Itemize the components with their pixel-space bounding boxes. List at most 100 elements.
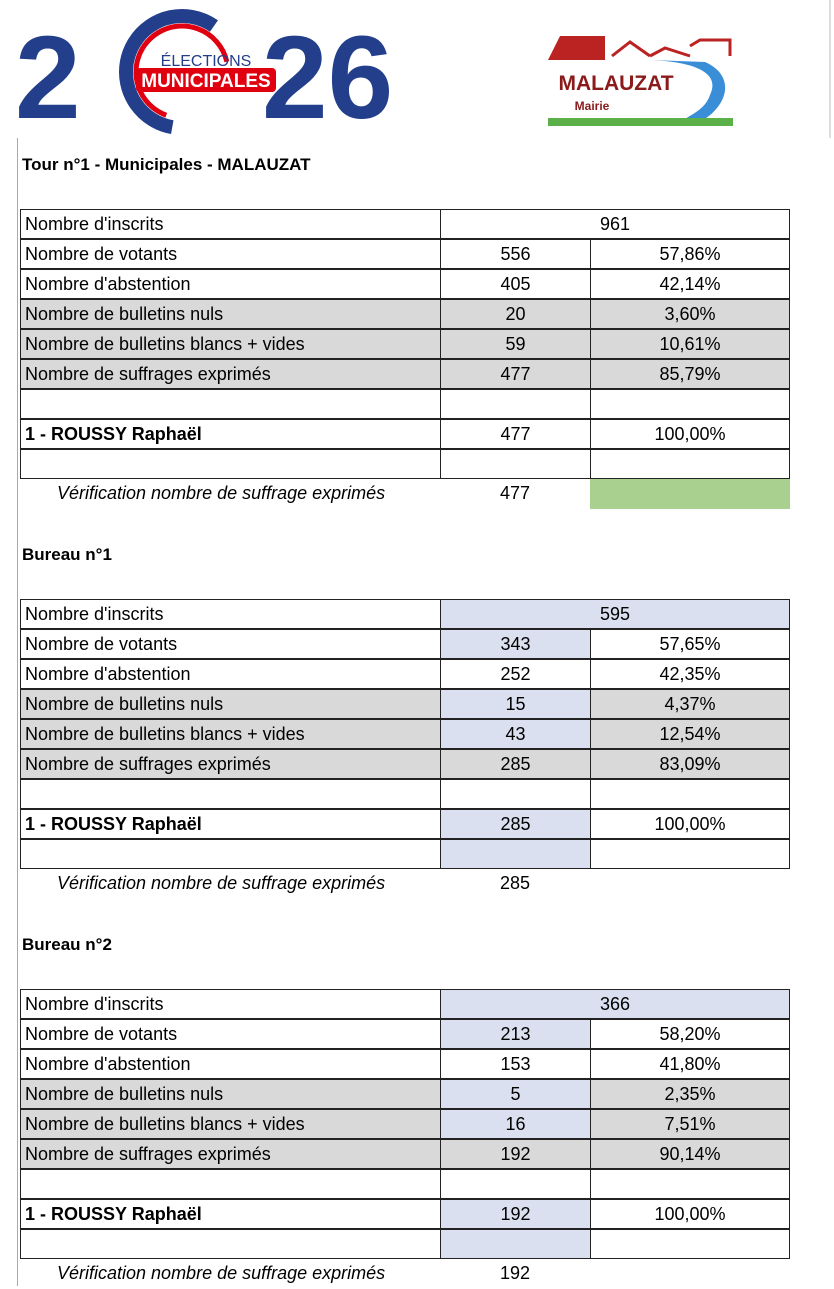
empty-cell	[440, 1229, 591, 1259]
verification-label: Vérification nombre de suffrage exprimés	[57, 483, 386, 503]
row-label: Nombre de bulletins blancs + vides	[20, 719, 441, 749]
empty-cell	[440, 1169, 591, 1199]
row-label: Nombre d'abstention	[20, 659, 441, 689]
empty-cell	[440, 449, 591, 479]
row-value: 595	[440, 599, 790, 629]
mairie-name: MALAUZAT	[558, 72, 673, 95]
row-value: 477	[440, 359, 591, 389]
candidate-votes: 192	[440, 1199, 591, 1229]
candidate-percent: 100,00%	[590, 809, 790, 839]
candidate-percent: 100,00%	[590, 419, 790, 449]
empty-cell	[20, 389, 441, 419]
empty-cell	[440, 779, 591, 809]
empty-cell	[20, 1229, 441, 1259]
row-label: Nombre de suffrages exprimés	[20, 749, 441, 779]
row-value: 153	[440, 1049, 591, 1079]
row-label: Nombre de suffrages exprimés	[20, 1139, 441, 1169]
logo-digits: 26	[262, 12, 393, 138]
row-value: 213	[440, 1019, 591, 1049]
empty-cell	[20, 839, 441, 869]
sheet-edge	[17, 138, 18, 1286]
row-percent: 7,51%	[590, 1109, 790, 1139]
row-value: 20	[440, 299, 591, 329]
header: 2 ÉLECTIONS MUNICIPALES 26 MALAUZAT Mair…	[15, 0, 831, 138]
row-percent: 10,61%	[590, 329, 790, 359]
empty-cell	[590, 779, 790, 809]
mairie-logo: MALAUZAT Mairie	[548, 36, 733, 126]
candidate-name: 1 - ROUSSY Raphaël	[20, 809, 441, 839]
row-label: Nombre de suffrages exprimés	[20, 359, 441, 389]
row-value: 343	[440, 629, 591, 659]
row-label: Nombre d'inscrits	[20, 599, 441, 629]
empty-cell	[440, 839, 591, 869]
row-label: Nombre de bulletins nuls	[20, 689, 441, 719]
row-label: Nombre de bulletins blancs + vides	[20, 1109, 441, 1139]
row-percent: 57,86%	[590, 239, 790, 269]
row-percent: 3,60%	[590, 299, 790, 329]
section-title: Tour n°1 - Municipales - MALAUZAT	[22, 155, 311, 174]
empty-cell	[440, 389, 591, 419]
row-label: Nombre de votants	[20, 239, 441, 269]
row-percent: 12,54%	[590, 719, 790, 749]
candidate-name: 1 - ROUSSY Raphaël	[20, 1199, 441, 1229]
row-percent: 42,35%	[590, 659, 790, 689]
row-percent: 57,65%	[590, 629, 790, 659]
row-value: 16	[440, 1109, 591, 1139]
row-percent: 58,20%	[590, 1019, 790, 1049]
candidate-percent: 100,00%	[590, 1199, 790, 1229]
row-value: 556	[440, 239, 591, 269]
row-value: 59	[440, 329, 591, 359]
row-label: Nombre de bulletins nuls	[20, 1079, 441, 1109]
row-value: 15	[440, 689, 591, 719]
row-label: Nombre d'inscrits	[20, 989, 441, 1019]
verification-status	[590, 479, 790, 509]
logo-ring	[119, 9, 245, 135]
logo-digit: 2	[15, 12, 81, 138]
empty-cell	[590, 839, 790, 869]
empty-cell	[20, 779, 441, 809]
empty-cell	[590, 1229, 790, 1259]
row-label: Nombre d'inscrits	[20, 209, 441, 239]
verification-value: 285	[499, 873, 531, 893]
row-percent: 42,14%	[590, 269, 790, 299]
row-percent: 41,80%	[590, 1049, 790, 1079]
verification-label: Vérification nombre de suffrage exprimés	[57, 1263, 386, 1283]
row-label: Nombre d'abstention	[20, 1049, 441, 1079]
row-value: 5	[440, 1079, 591, 1109]
row-percent: 4,37%	[590, 689, 790, 719]
mairie-sub: Mairie	[575, 99, 610, 113]
row-value: 285	[440, 749, 591, 779]
logo-text: MUNICIPALES	[141, 71, 270, 92]
empty-cell	[20, 1169, 441, 1199]
row-percent: 85,79%	[590, 359, 790, 389]
empty-cell	[590, 449, 790, 479]
empty-cell	[20, 449, 441, 479]
row-value: 961	[440, 209, 790, 239]
verification-label: Vérification nombre de suffrage exprimés	[57, 873, 386, 893]
row-value: 43	[440, 719, 591, 749]
row-percent: 2,35%	[590, 1079, 790, 1109]
logo-band	[136, 68, 276, 92]
row-label: Nombre de bulletins blancs + vides	[20, 329, 441, 359]
section-title: Bureau n°2	[22, 935, 112, 954]
row-value: 192	[440, 1139, 591, 1169]
empty-cell	[590, 1169, 790, 1199]
candidate-votes: 285	[440, 809, 591, 839]
row-value: 366	[440, 989, 790, 1019]
logo-ring	[133, 23, 231, 121]
section-title: Bureau n°1	[22, 545, 112, 564]
row-label: Nombre de bulletins nuls	[20, 299, 441, 329]
logo-text: ÉLECTIONS	[161, 51, 252, 70]
row-label: Nombre de votants	[20, 1019, 441, 1049]
empty-cell	[590, 389, 790, 419]
candidate-name: 1 - ROUSSY Raphaël	[20, 419, 441, 449]
verification-value: 192	[499, 1263, 531, 1283]
candidate-votes: 477	[440, 419, 591, 449]
row-value: 252	[440, 659, 591, 689]
verification-value: 477	[499, 483, 531, 503]
row-percent: 90,14%	[590, 1139, 790, 1169]
row-label: Nombre d'abstention	[20, 269, 441, 299]
row-percent: 83,09%	[590, 749, 790, 779]
row-label: Nombre de votants	[20, 629, 441, 659]
